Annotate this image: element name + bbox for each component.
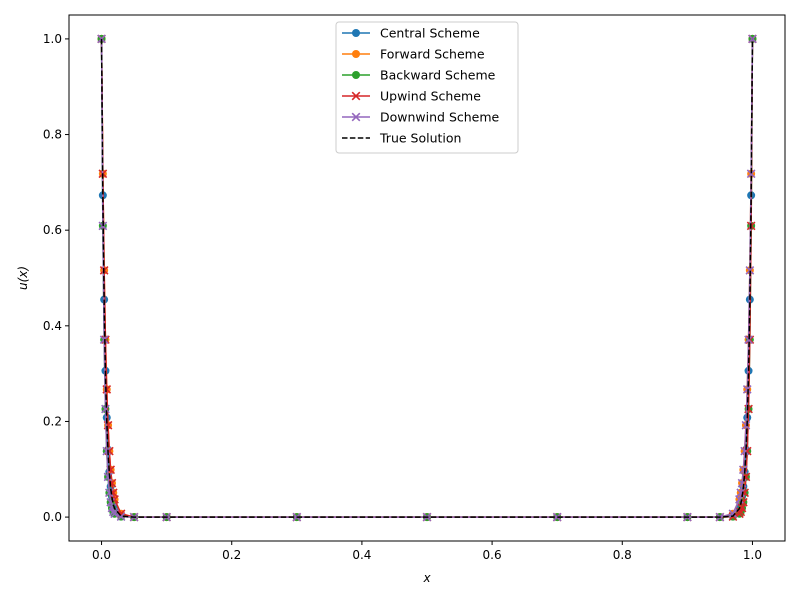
legend-item-downwind-scheme: Downwind Scheme [342, 110, 500, 125]
data-point-downwind-scheme [102, 446, 112, 456]
legend-item-forward-scheme: Forward Scheme [342, 47, 485, 62]
x-tick-label: 1.0 [743, 548, 762, 562]
legend-marker-forward-scheme [352, 50, 360, 58]
y-tick-label: 0.4 [43, 319, 62, 333]
y-tick-label: 0.2 [43, 414, 62, 428]
legend-marker-upwind-scheme [351, 91, 361, 101]
legend-item-backward-scheme: Backward Scheme [342, 68, 496, 83]
data-point-downwind-scheme [746, 169, 756, 179]
data-point-downwind-scheme [740, 446, 750, 456]
legend-marker-backward-scheme [352, 71, 360, 79]
y-tick-label: 0.0 [43, 510, 62, 524]
series-layer [97, 34, 757, 522]
legend-item-upwind-scheme: Upwind Scheme [342, 89, 481, 104]
data-point-central-scheme [102, 413, 111, 422]
y-tick-label: 0.6 [43, 223, 62, 237]
legend-item-central-scheme: Central Scheme [342, 26, 480, 41]
data-point-downwind-scheme [745, 265, 755, 275]
y-axis-label: u(x) [16, 266, 30, 290]
series-line-true-solution [100, 38, 754, 518]
data-point-downwind-scheme [103, 472, 113, 482]
data-point-upwind-scheme [745, 335, 755, 345]
legend-label-downwind-scheme: Downwind Scheme [380, 110, 500, 125]
legend-label-true-solution: True Solution [379, 131, 461, 146]
data-point-downwind-scheme [97, 34, 106, 44]
y-tick-label: 0.8 [43, 128, 62, 142]
x-tick-label: 0.6 [483, 548, 502, 562]
data-point-downwind-scheme [552, 512, 562, 522]
data-point-downwind-scheme [742, 385, 752, 394]
x-tick-label: 0.8 [613, 548, 632, 562]
data-point-downwind-scheme [104, 488, 114, 498]
plot-area [68, 14, 786, 542]
data-point-downwind-scheme [738, 465, 748, 475]
data-point-upwind-scheme [102, 385, 112, 394]
y-tick-label: 1.0 [43, 32, 62, 46]
data-point-downwind-scheme [748, 34, 757, 44]
legend-frame [335, 21, 519, 154]
y-axis: 0.0 0.2 0.4 0.6 0.8 1.0 [43, 32, 69, 524]
data-point-downwind-scheme [101, 404, 110, 414]
data-point-downwind-scheme [744, 335, 753, 345]
x-tick-label: 0.2 [222, 548, 241, 562]
legend-label-central-scheme: Central Scheme [380, 26, 480, 41]
data-point-downwind-scheme [741, 420, 751, 430]
legend: Central Scheme Forward Scheme Backward Sch… [335, 21, 519, 154]
legend-label-backward-scheme: Backward Scheme [380, 68, 496, 83]
legend-item-true-solution: True Solution [342, 131, 461, 146]
legend-marker-central-scheme [352, 29, 360, 37]
legend-marker-downwind-scheme [351, 112, 361, 122]
x-axis: 0.0 0.2 0.4 0.6 0.8 1.0 [92, 541, 762, 562]
legend-label-upwind-scheme: Upwind Scheme [380, 89, 481, 104]
axes-frame [68, 14, 786, 542]
x-tick-label: 0.4 [352, 548, 371, 562]
data-point-downwind-scheme [110, 509, 119, 519]
series-true-solution [100, 38, 754, 518]
x-tick-label: 0.0 [92, 548, 111, 562]
legend-label-forward-scheme: Forward Scheme [380, 47, 485, 62]
data-point-downwind-scheme [736, 488, 746, 498]
data-point-downwind-scheme [728, 509, 738, 519]
x-axis-label: x [422, 571, 431, 585]
